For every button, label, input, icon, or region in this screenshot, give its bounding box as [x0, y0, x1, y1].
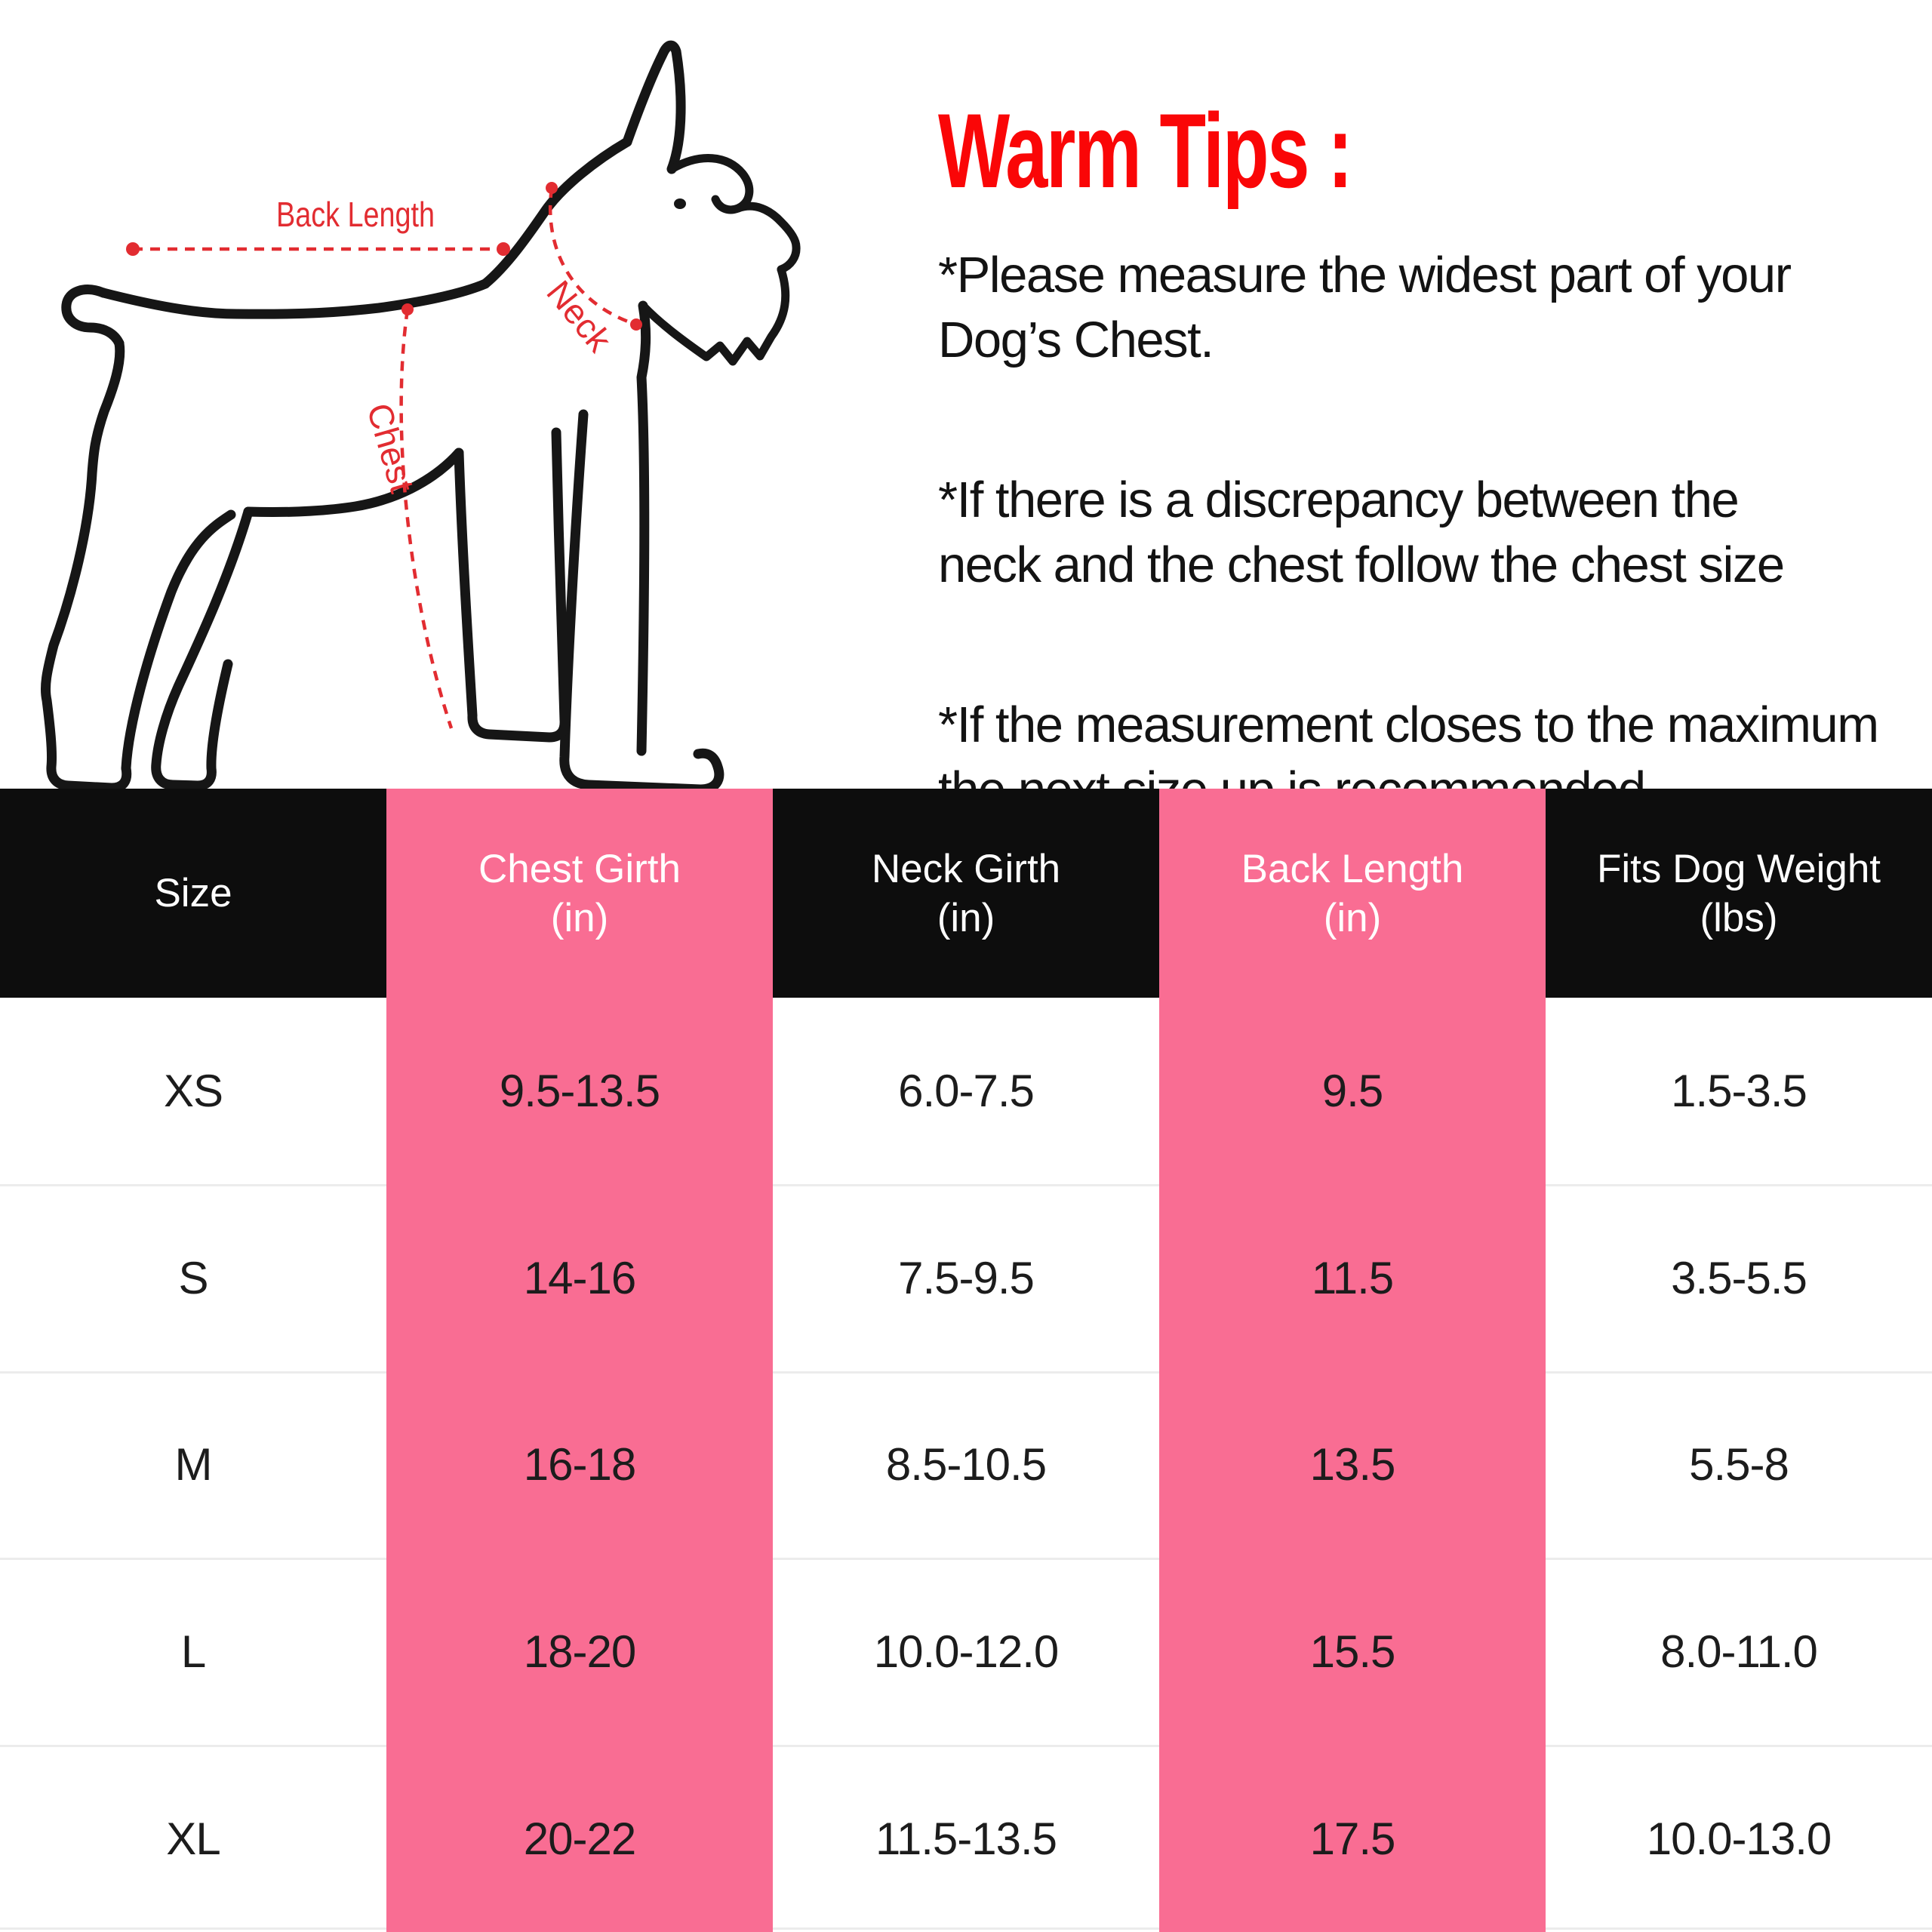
row-divider	[0, 1745, 1932, 1747]
table-cell: 14-16	[523, 1252, 636, 1303]
warm-tips-title: Warm Tips :	[938, 94, 1932, 208]
dog-outline	[40, 40, 801, 795]
table-cell: M	[174, 1439, 213, 1491]
tip-discrepancy: *If there is a discrepancy between the n…	[938, 468, 1932, 598]
row-divider	[0, 1184, 1932, 1186]
dog-front-leg-near	[559, 409, 724, 795]
table-cell: 7.5-9.5	[898, 1252, 1035, 1303]
neck-measure-arc	[548, 187, 637, 327]
dog-neck-line	[480, 137, 632, 289]
dog-chest-front	[636, 300, 651, 756]
dog-rear-leg-front	[121, 509, 236, 774]
table-cell: 9.5	[1321, 1066, 1383, 1117]
dog-measurement-diagram: Back Length Neck Chest	[40, 40, 801, 795]
table-cell: 10.0-13.0	[1646, 1813, 1832, 1864]
back-length-label: Back Length	[276, 195, 435, 234]
measure-endpoint-dot	[497, 242, 510, 256]
tip-line: *Please measure the widest part of your	[938, 247, 1792, 303]
dog-rear-leg-back	[40, 338, 132, 793]
header-back-length: Back Length (in)	[1159, 789, 1546, 998]
tip-line: neck and the chest follow the chest size	[938, 537, 1785, 593]
table-cell: 8.5-10.5	[885, 1439, 1047, 1491]
header-size: Size	[0, 789, 386, 998]
row-divider	[0, 1558, 1932, 1560]
header-label: Back Length	[1241, 846, 1464, 891]
table-cell: 20-22	[523, 1813, 636, 1864]
measure-endpoint-dot	[630, 318, 642, 331]
size-table: Size Chest Girth (in) Neck Girth (in) Ba…	[0, 789, 1932, 1932]
header-label: (in)	[1323, 895, 1382, 940]
tip-measure-chest: *Please measure the widest part of your …	[938, 243, 1932, 373]
chest-measure-arc	[399, 309, 454, 729]
measure-endpoint-dot	[401, 303, 414, 315]
measure-endpoint-dot	[126, 242, 140, 256]
table-cell: 15.5	[1309, 1626, 1396, 1678]
back-length-column-band	[1159, 789, 1546, 1932]
dog-ear	[622, 40, 686, 174]
dog-back-line	[98, 278, 491, 319]
table-header-band	[0, 789, 1932, 998]
table-cell: 5.5-8	[1689, 1439, 1789, 1491]
table-cell: 11.5-13.5	[875, 1813, 1057, 1864]
table-cell: 13.5	[1309, 1439, 1396, 1491]
dog-ear-fold	[667, 154, 754, 214]
chest-label: Chest	[359, 399, 422, 497]
tip-line: Dog’s Chest.	[938, 312, 1214, 368]
header-label: Chest Girth	[478, 846, 681, 891]
table-cell: 17.5	[1309, 1813, 1396, 1864]
neck-label: Neck	[539, 273, 620, 360]
header-label: (in)	[550, 895, 609, 940]
dog-eye	[674, 198, 686, 209]
table-cell: 3.5-5.5	[1671, 1252, 1807, 1303]
dog-head-profile	[734, 202, 801, 274]
dog-hind-leg-near	[151, 506, 254, 791]
header-label: Size	[154, 871, 232, 915]
tip-line: *If the measurement closes to the maximu…	[938, 697, 1879, 753]
table-cell: 8.0-11.0	[1660, 1626, 1818, 1678]
measure-endpoint-dot	[546, 182, 558, 194]
row-divider	[0, 1371, 1932, 1374]
table-cell: 1.5-3.5	[1671, 1066, 1807, 1117]
dog-belly	[243, 448, 464, 518]
table-cell: 11.5	[1311, 1252, 1394, 1303]
table-cell: 18-20	[523, 1626, 636, 1678]
header-label: Neck Girth	[871, 846, 1061, 891]
table-cell: 9.5-13.5	[499, 1066, 660, 1117]
table-cell: XS	[163, 1066, 223, 1117]
table-cell: 6.0-7.5	[898, 1066, 1035, 1117]
header-label: (lbs)	[1700, 895, 1778, 940]
chest-girth-column-band	[386, 789, 773, 1932]
table-header-row: Size Chest Girth (in) Neck Girth (in) Ba…	[0, 789, 1932, 998]
header-fits-dog-weight: Fits Dog Weight (lbs)	[1546, 789, 1932, 998]
table-cell: 10.0-12.0	[873, 1626, 1060, 1678]
table-cell: XL	[166, 1813, 220, 1864]
table-cell: L	[180, 1626, 206, 1678]
table-cell: 16-18	[523, 1439, 636, 1491]
table-body: XS 9.5-13.5 6.0-7.5 9.5 1.5-3.5 S 14-16 …	[0, 998, 1932, 1932]
header-label: Fits Dog Weight	[1596, 846, 1881, 891]
dog-front-leg-far	[454, 427, 570, 743]
warm-tips-section: Warm Tips : *Please measure the widest p…	[938, 94, 1932, 823]
table-cell: S	[178, 1252, 208, 1303]
tip-line: *If there is a discrepancy between the	[938, 472, 1740, 528]
row-divider	[0, 1927, 1932, 1930]
dog-beard	[638, 265, 790, 366]
dog-tail	[61, 285, 125, 349]
header-neck-girth: Neck Girth (in)	[773, 789, 1159, 998]
header-chest-girth: Chest Girth (in)	[386, 789, 773, 998]
warm-tips-title-text: Warm Tips :	[938, 91, 1353, 210]
header-label: (in)	[937, 895, 995, 940]
